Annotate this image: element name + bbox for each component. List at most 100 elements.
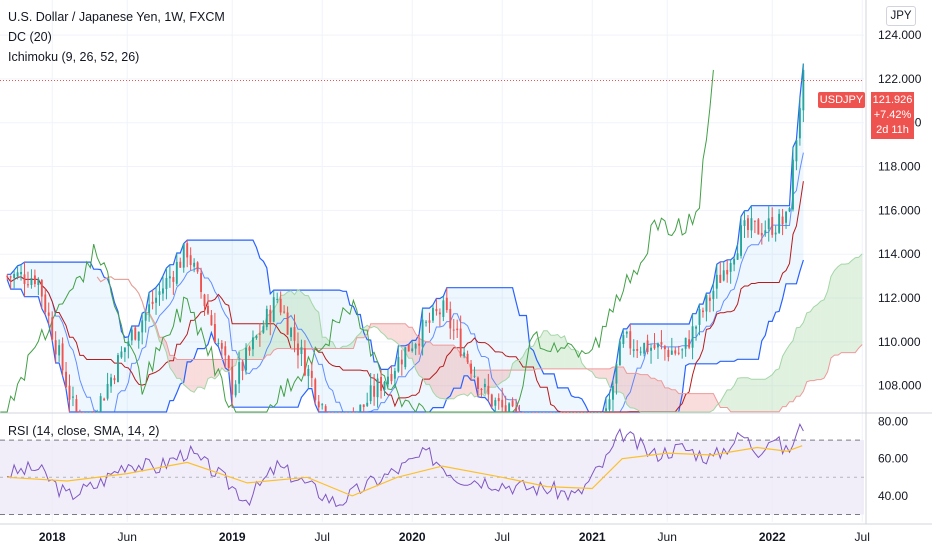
candle-body <box>175 261 178 284</box>
indicator-fills <box>7 63 863 412</box>
candle-body <box>99 396 102 412</box>
candle-body <box>425 321 427 323</box>
chart-title[interactable]: U.S. Dollar / Japanese Yen, 1W, FXCM <box>8 10 225 24</box>
candle-body <box>414 344 417 349</box>
ichimoku-cloud-segment <box>772 370 776 412</box>
indicator-lines <box>0 63 864 414</box>
candle-body <box>639 351 642 353</box>
ichimoku-cloud-segment <box>394 323 399 345</box>
candle-body <box>753 220 756 222</box>
candle-body <box>792 159 794 210</box>
candle-body <box>501 399 504 408</box>
candle-body <box>698 309 701 325</box>
candle-body <box>445 297 448 311</box>
candle-body <box>373 385 376 397</box>
legend-donchian[interactable]: DC (20) <box>8 30 52 44</box>
ichimoku-cloud-segment <box>457 348 461 397</box>
currency-badge[interactable]: JPY <box>886 6 916 26</box>
rsi-line <box>7 423 804 508</box>
candle-body <box>463 352 466 357</box>
candle-body <box>459 328 462 356</box>
ichimoku-cloud-segment <box>606 368 610 387</box>
candle-body <box>515 407 517 412</box>
candle-body <box>321 404 324 406</box>
candle-body <box>207 305 209 314</box>
ichimoku-cloud-segment <box>484 370 489 397</box>
ichimoku-cloud-segment <box>723 389 728 408</box>
candle-body <box>290 328 292 337</box>
candle-body <box>324 406 327 412</box>
candle-body <box>283 311 286 313</box>
candle-body <box>736 253 739 260</box>
candle-body <box>172 277 175 282</box>
x-tick-label: 2022 <box>759 530 786 544</box>
legend-rsi[interactable]: RSI (14, close, SMA, 14, 2) <box>8 424 160 438</box>
ichimoku-cloud-segment <box>657 380 662 412</box>
candle-body <box>203 294 206 307</box>
donchian-fill <box>7 63 804 412</box>
candle-body <box>622 335 625 344</box>
ichimoku-cloud-segment <box>443 345 447 400</box>
ichimoku-cloud-segment <box>432 345 437 397</box>
rsi-tick-label: 40.00 <box>878 489 908 503</box>
ichimoku-cloud-segment <box>194 359 198 393</box>
candle-body <box>317 401 320 408</box>
ichimoku-cloud-segment <box>675 389 679 412</box>
candle-body <box>688 339 691 348</box>
candles[interactable] <box>6 63 805 413</box>
ichimoku-cloud-segment <box>315 309 319 349</box>
candle-body <box>117 355 119 383</box>
candle-body <box>258 333 261 335</box>
ichimoku-cloud-segment <box>782 350 787 407</box>
y-tick-label: 116.000 <box>878 203 921 217</box>
x-tick-label: 2019 <box>219 530 246 544</box>
candle-body <box>456 328 459 331</box>
ichimoku-cloud-segment <box>789 340 793 402</box>
legend-ichimoku[interactable]: Ichimoku (9, 26, 52, 26) <box>8 50 140 64</box>
candle-body <box>255 335 258 339</box>
candle-body <box>477 377 479 390</box>
candle-body <box>44 294 47 312</box>
candle-body <box>359 404 362 412</box>
candle-body <box>612 385 614 400</box>
candle-body <box>303 348 306 376</box>
ichimoku-cloud-segment <box>201 359 205 389</box>
ichimoku-cloud-segment <box>654 378 658 412</box>
candle-body <box>760 232 763 236</box>
span-b-line <box>96 276 863 413</box>
ichimoku-cloud-segment <box>720 395 724 408</box>
ichimoku-cloud-segment <box>841 264 845 353</box>
candle-body <box>241 361 244 371</box>
ichimoku-cloud-segment <box>374 323 378 328</box>
candle-body <box>103 398 106 401</box>
candle-body <box>636 349 639 351</box>
ichimoku-cloud-segment <box>554 334 558 369</box>
ichimoku-cloud-segment <box>381 323 385 335</box>
ichimoku-cloud-segment <box>419 338 423 378</box>
candle-body <box>705 294 708 312</box>
ichimoku-cloud-segment <box>696 393 700 412</box>
candle-body <box>397 356 400 372</box>
rsi-pane[interactable] <box>0 423 864 516</box>
ichimoku-cloud-segment <box>761 379 766 412</box>
candle-body <box>196 262 199 272</box>
candle-body <box>33 275 36 285</box>
candle-body <box>733 258 736 265</box>
ichimoku-cloud-segment <box>370 323 375 328</box>
y-tick-label: 108.000 <box>878 379 922 393</box>
ichimoku-cloud-segment <box>844 263 849 353</box>
ichimoku-cloud-segment <box>547 330 551 369</box>
candle-body <box>747 218 749 231</box>
ichimoku-cloud-segment <box>817 301 821 380</box>
candle-body <box>110 377 112 387</box>
candle-body <box>58 345 61 356</box>
candle-body <box>61 343 64 371</box>
candle-body <box>162 288 164 294</box>
candle-body <box>186 243 189 258</box>
ichimoku-cloud-segment <box>633 373 638 410</box>
candle-body <box>767 218 770 229</box>
ichimoku-cloud-segment <box>820 299 825 380</box>
candle-body <box>40 280 43 297</box>
candle-body <box>615 363 618 384</box>
